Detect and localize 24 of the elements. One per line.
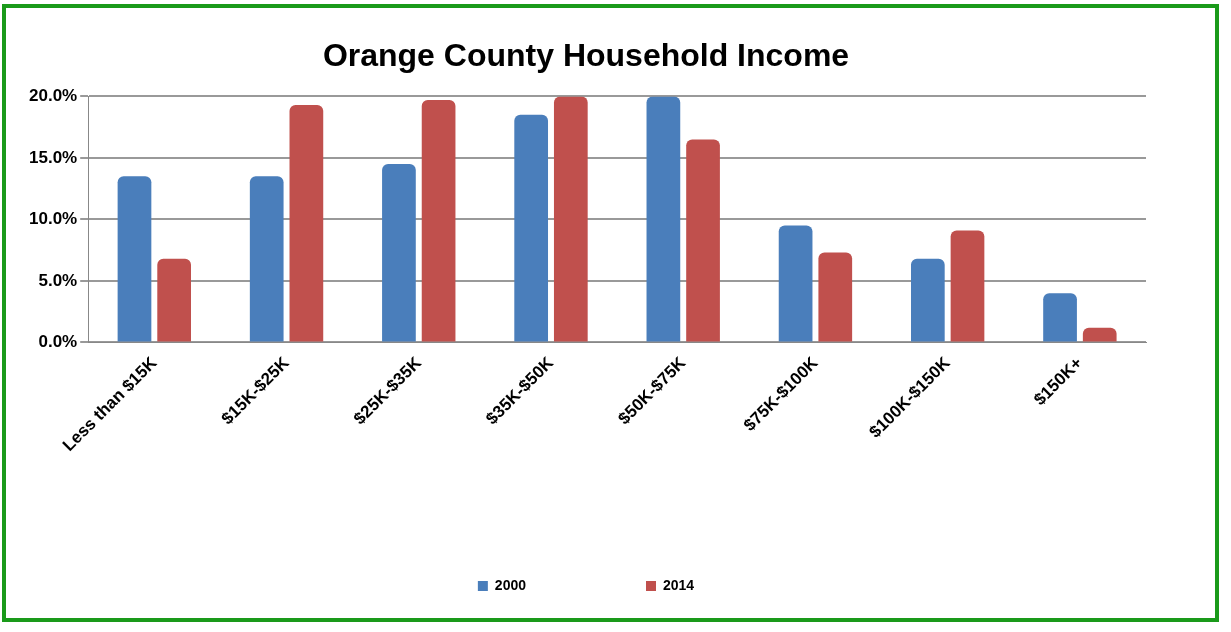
bar xyxy=(553,96,588,342)
bar xyxy=(686,139,720,342)
bar xyxy=(514,114,549,342)
bar xyxy=(157,258,192,342)
y-tick-label: 20.0% xyxy=(29,86,78,106)
y-tick-label: 5.0% xyxy=(38,270,78,290)
bar xyxy=(382,164,416,342)
chart-title: Orange County Household Income xyxy=(322,37,850,74)
legend-label: 2014 xyxy=(663,576,695,593)
bar xyxy=(421,100,456,342)
y-tick-label: 0.0% xyxy=(38,332,78,352)
bar xyxy=(1043,293,1077,342)
bar xyxy=(117,176,152,342)
bar xyxy=(910,258,945,342)
bar xyxy=(818,252,853,342)
bar xyxy=(778,225,813,342)
bar xyxy=(646,96,681,342)
y-tick-label: 15.0% xyxy=(29,147,78,167)
bar xyxy=(950,230,985,342)
y-tick-label: 10.0% xyxy=(29,209,78,229)
bar xyxy=(249,176,284,342)
bar xyxy=(1082,327,1117,342)
legend-label: 2000 xyxy=(494,576,527,593)
bar xyxy=(289,105,324,342)
